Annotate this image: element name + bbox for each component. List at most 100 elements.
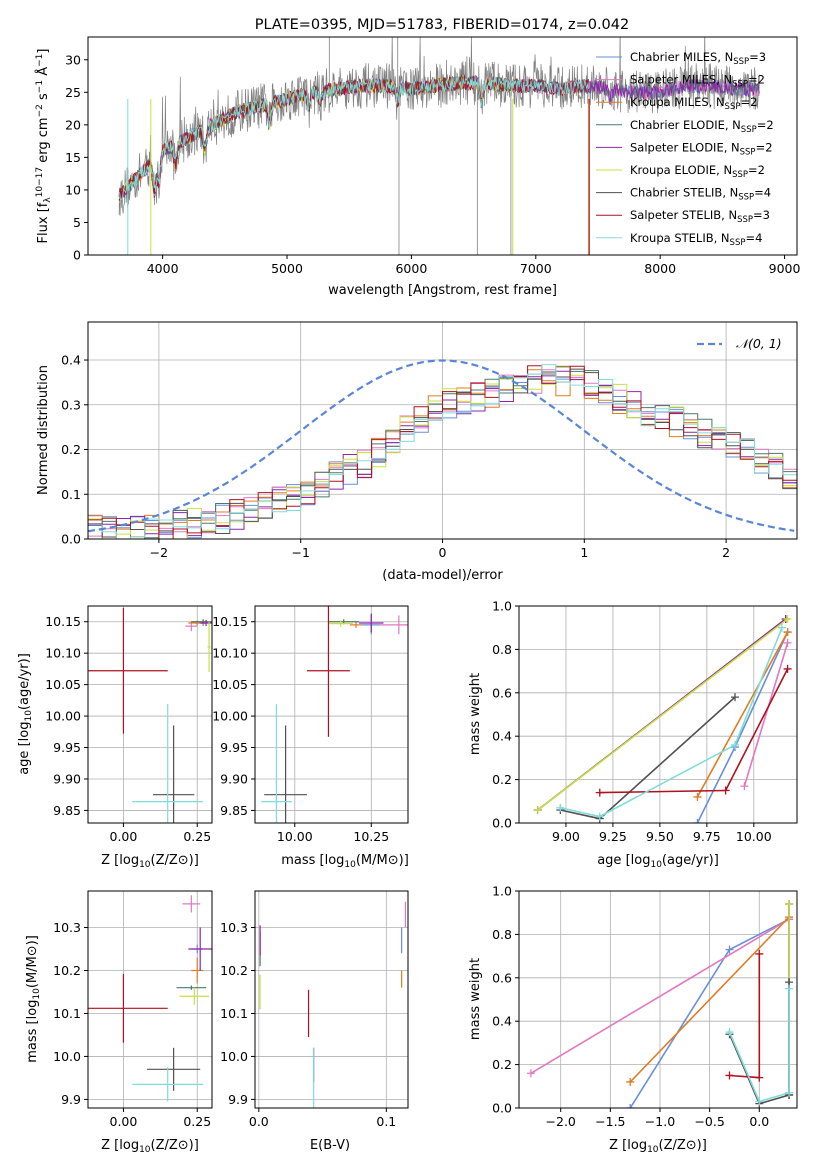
residuals-frame [87, 321, 798, 540]
weight_vs_Z-xtick-label: 0.0 [749, 1114, 769, 1129]
mass_vs_EBV-xlabel-text: E(B-V) [310, 1138, 350, 1153]
spectrum-xtick-label: 5000 [271, 261, 303, 276]
legend-sub: SSP [730, 238, 746, 248]
spectrum-legend-entry: Kroupa ELODIE, NSSP=2 [630, 163, 765, 180]
residuals-ytick-label: 0.4 [61, 353, 81, 368]
age_vs_mass-ytick-label: 9.85 [220, 803, 248, 818]
weight_vs_age-xlabel: age [log10(age/yr)] [597, 853, 719, 870]
weight_vs_age-marker-kroupa_stelib [777, 623, 786, 632]
mass_vs_Z-plot-area [88, 895, 212, 1102]
age_vs_Z-ytick-label: 9.85 [53, 803, 81, 818]
age_vs_mass-xlabel-text: mass [log [281, 853, 344, 868]
weight_vs_Z-marker-salpeter_stelib [755, 1073, 764, 1082]
weight_vs_Z-marker-kroupa_stelib [725, 1028, 734, 1037]
mass_vs_EBV-frame [254, 890, 409, 1109]
legend-sub: SSP [725, 102, 741, 112]
weight_vs_age-frame [518, 605, 798, 824]
mass_vs_Z-frame [87, 890, 213, 1109]
age_vs_mass-ytick-label: 10.00 [212, 709, 248, 724]
weight_vs_age-marker-kroupa_miles [783, 628, 792, 637]
spectrum-legend-entry: Chabrier MILES, NSSP=3 [630, 50, 766, 67]
weight_vs_age-xtick-label: 9.25 [599, 829, 627, 844]
spectrum-xtick-label: 7000 [520, 261, 552, 276]
mass_vs_Z-xlabel-text: Z [log [101, 1138, 139, 1153]
weight_vs_age-marker-kroupa_stelib [595, 812, 604, 821]
residuals-ylabel: Normed distribution [36, 365, 51, 495]
spectrum-legend-entry: Chabrier ELODIE, NSSP=2 [630, 118, 774, 135]
legend-name: Kroupa STELIB, N [630, 231, 730, 245]
weight_vs_age-marker-salpeter_miles [740, 782, 749, 791]
weight_vs_age-marker-kroupa_miles [693, 792, 702, 801]
legend-sub: SSP [738, 193, 754, 203]
legend-sub: SSP [732, 80, 748, 90]
residuals-xtick-label: −1 [291, 545, 309, 560]
mass_vs_Z-xtick-label: 0.00 [110, 1114, 138, 1129]
weight_vs_Z-ytick-label: 1.0 [492, 884, 512, 899]
legend-sub: SSP [740, 147, 756, 157]
weight_vs_Z-marker-salpeter_stelib [755, 949, 764, 958]
age_vs_Z-xtick-label: 0.00 [110, 829, 138, 844]
weight_vs_age-marker-salpeter_miles [783, 638, 792, 647]
mass_vs_Z-ytick-label: 9.9 [61, 1092, 81, 1107]
legend-name: Salpeter ELODIE, N [630, 140, 740, 154]
residuals-ytick-label: 0.1 [61, 487, 81, 502]
spectrum-legend-entry: Salpeter STELIB, NSSP=3 [630, 208, 770, 225]
weight_vs_Z-ytick-label: 0.4 [492, 1014, 512, 1029]
weight_vs_age-series-salpeter_miles [743, 642, 789, 787]
age_vs_Z-ytick-label: 10.15 [45, 614, 81, 629]
weight_vs_Z-xlabel-text: Z [log [609, 1138, 647, 1153]
residuals-normal-curve [88, 359, 795, 533]
weight_vs_age-xtick-label: 9.00 [552, 829, 580, 844]
figure-title: PLATE=0395, MJD=51783, FIBERID=0174, z=0… [255, 17, 629, 33]
legend-name: Chabrier MILES, N [630, 50, 733, 64]
spectrum-xtick-label: 8000 [644, 261, 676, 276]
age_vs_mass-xtick-label: 10.00 [277, 829, 313, 844]
age_vs_Z-ytick-label: 10.00 [45, 709, 81, 724]
age_vs_Z-xlabel-text: Z [log [101, 853, 139, 868]
legend-sub: SSP [732, 170, 748, 180]
legend-eq: =2 [748, 73, 765, 87]
mass_vs_EBV-ytick-label: 10.3 [220, 920, 248, 935]
legend-eq: =2 [757, 118, 774, 132]
legend-eq: =2 [740, 95, 757, 109]
mass_vs_EBV-ytick-label: 10.0 [220, 1049, 248, 1064]
spectrum-model-salpeter_elodie [118, 75, 760, 201]
age_vs_Z-xlabel: Z [log10(Z/Z⊙)] [101, 853, 199, 870]
weight_vs_Z-marker-kroupa_stelib [785, 984, 794, 993]
weight_vs_age-marker-kroupa_stelib [731, 740, 740, 749]
age_vs_mass-ytick-label: 9.95 [220, 740, 248, 755]
legend-sub: SSP [737, 215, 753, 225]
legend-name: Salpeter STELIB, N [630, 208, 737, 222]
age_vs_mass-ytick-label: 10.15 [212, 614, 248, 629]
age_vs_Z-ylabel: age [log10(age/yr)] [17, 653, 34, 775]
weight_vs_Z-xtick-label: −0.5 [694, 1114, 724, 1129]
spectrum-plot-area [118, 37, 760, 255]
legend-eq: =4 [754, 186, 771, 200]
weight_vs_Z-series-kroupa_stelib [728, 988, 790, 1103]
weight_vs_Z-frame [518, 890, 798, 1109]
mass_vs_Z-ytick-label: 10.2 [53, 963, 81, 978]
mass_vs_EBV-ytick-label: 10.1 [220, 1006, 248, 1021]
spectrum-frame [87, 36, 798, 256]
mass_vs_EBV-ytick-label: 10.2 [220, 963, 248, 978]
weight_vs_Z-plot-area [526, 900, 794, 1108]
spectrum-legend-entry: Salpeter ELODIE, NSSP=2 [630, 140, 773, 157]
mass_vs_EBV-xlabel: E(B-V) [310, 1138, 350, 1153]
weight_vs_age-xlabel-text: age [log [597, 853, 650, 868]
weight_vs_age-marker-salpeter_stelib [783, 664, 792, 673]
weight_vs_Z-marker-chabrier_miles [626, 1104, 635, 1108]
spectrum-ytick-label: 0 [73, 248, 81, 263]
age_vs_Z-ytick-label: 9.90 [53, 771, 81, 786]
residuals-xlabel: (data-model)/error [382, 568, 503, 583]
weight_vs_Z-xtick-label: −1.0 [645, 1114, 675, 1129]
age_vs_Z-ytick-label: 9.95 [53, 740, 81, 755]
weight_vs_Z-ytick-label: 0.2 [492, 1057, 512, 1072]
spectrum-ytick-label: 15 [65, 150, 81, 165]
residuals-xtick-label: 2 [722, 545, 730, 560]
spectrum-legend-entry: Salpeter MILES, NSSP=2 [630, 73, 765, 90]
weight_vs_Z-xtick-label: −2.0 [546, 1114, 576, 1129]
spectrum-legend-entry: Kroupa STELIB, NSSP=4 [630, 231, 762, 248]
age_vs_mass-plot-area [261, 606, 408, 823]
spectrum-legend-entry: Kroupa MILES, NSSP=2 [630, 95, 757, 112]
weight_vs_age-ytick-label: 0.0 [492, 816, 512, 831]
